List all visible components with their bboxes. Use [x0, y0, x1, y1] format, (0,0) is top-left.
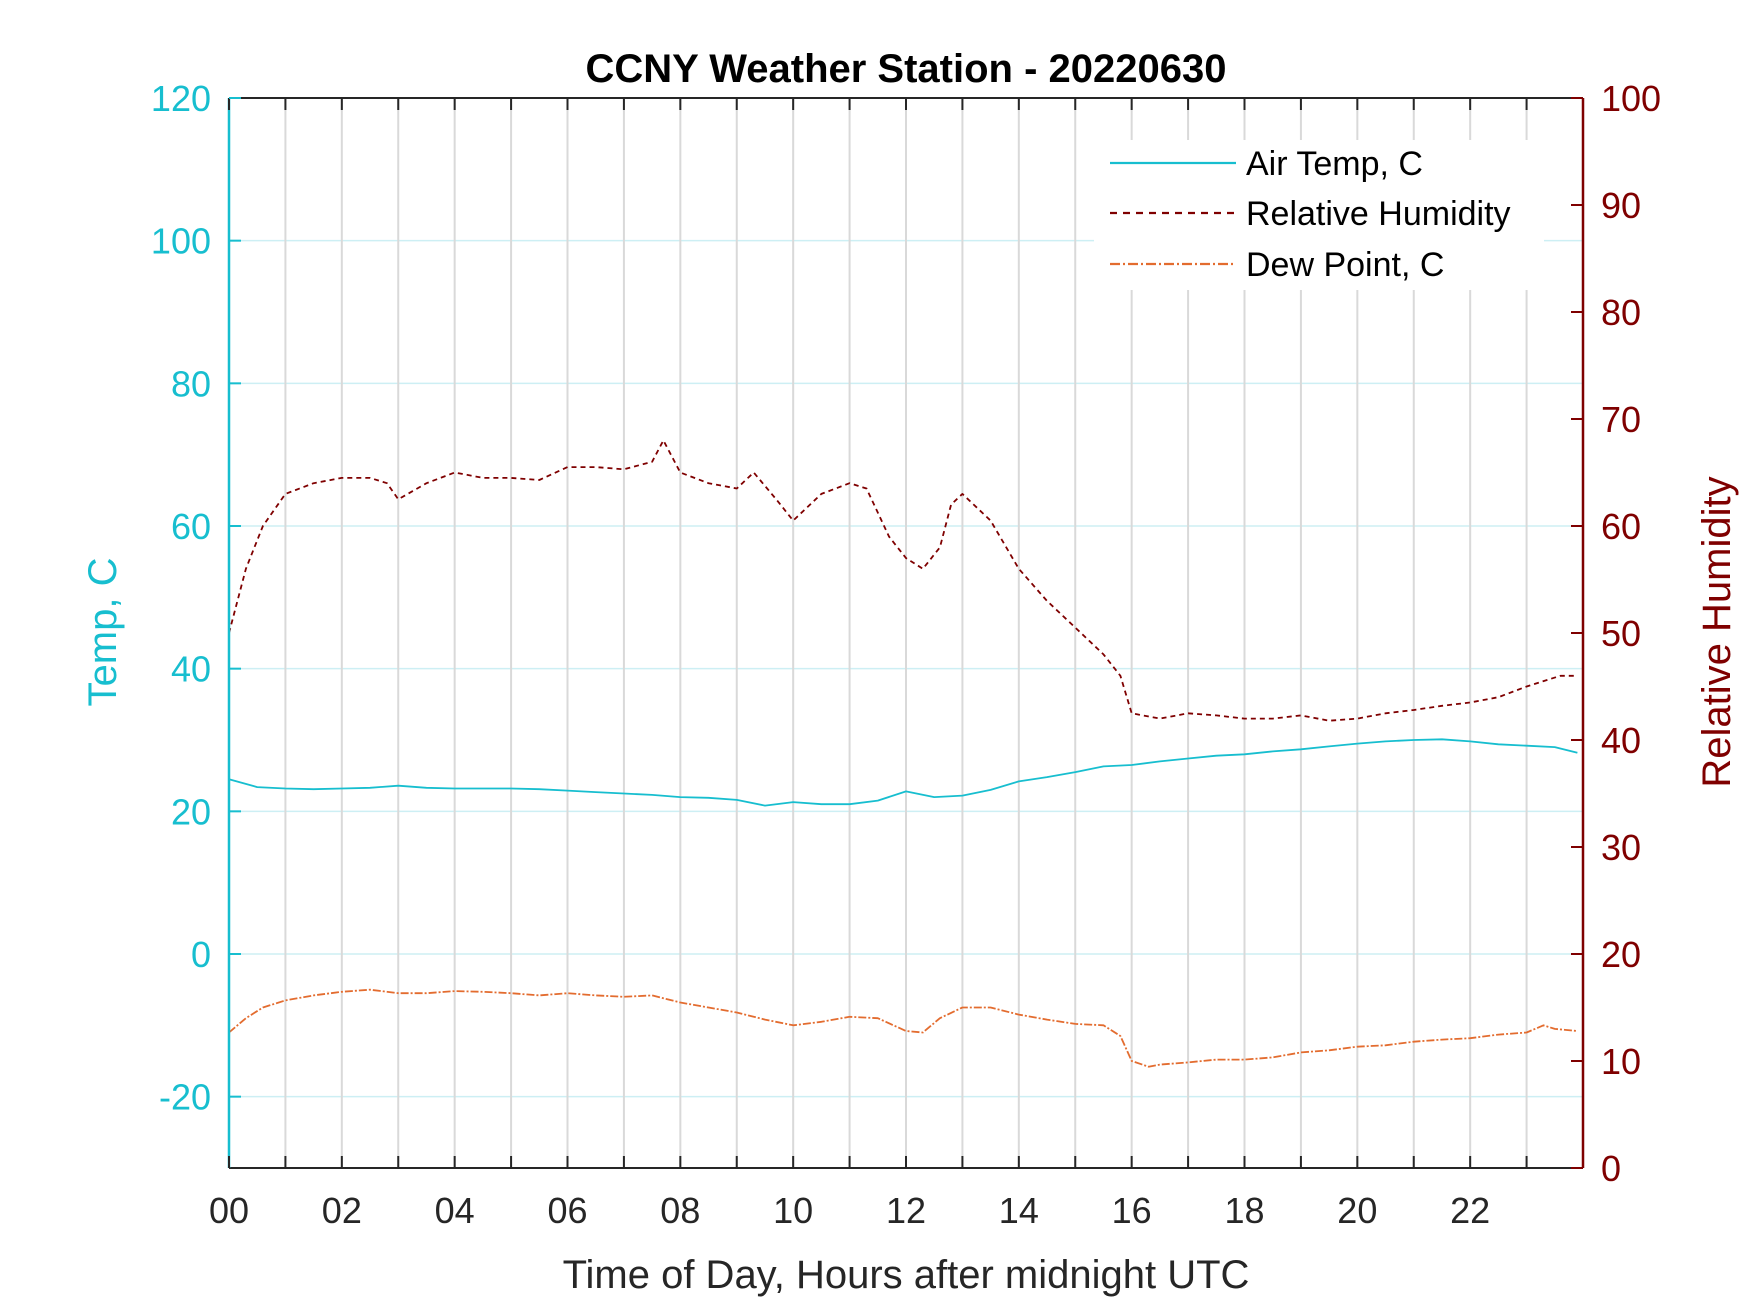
legend-label-dew-point: Dew Point, C: [1246, 246, 1444, 284]
x-tick-label-11: 22: [1450, 1190, 1490, 1231]
chart-title: CCNY Weather Station - 20220630: [586, 47, 1227, 91]
y-left-tick-label-1: 0: [191, 934, 211, 975]
y-axis-left-label: Temp, C: [81, 558, 125, 707]
y-left-tick-label-3: 40: [171, 649, 211, 690]
series-lines: [228, 439, 1578, 1068]
x-tick-label-10: 20: [1337, 1190, 1377, 1231]
grid: [229, 97, 1583, 1168]
y-right-tick-label-3: 30: [1601, 827, 1641, 868]
y-left-tick-label-2: 20: [171, 791, 211, 832]
legend-label-air-temp: Air Temp, C: [1246, 145, 1423, 183]
y-left-tick-label-0: -20: [159, 1077, 211, 1118]
y-right-tick-label-8: 80: [1601, 292, 1641, 333]
x-axis-label: Time of Day, Hours after midnight UTC: [563, 1253, 1250, 1297]
y-left-tick-label-7: 120: [151, 78, 211, 119]
legend: Air Temp, C Relative Humidity Dew Point,…: [1094, 140, 1544, 290]
x-tick-label-0: 00: [209, 1190, 249, 1231]
x-tick-label-2: 04: [435, 1190, 475, 1231]
series-line-1: [228, 439, 1578, 722]
axes: 00 02 04 06 08 10 12 14 16 18 20 22-200204060801001…: [151, 78, 1661, 1231]
y-right-tick-label-6: 60: [1601, 506, 1641, 547]
y-left-tick-label-6: 100: [151, 221, 211, 262]
y-left-tick-label-4: 60: [171, 506, 211, 547]
x-tick-label-4: 08: [660, 1190, 700, 1231]
x-tick-label-1: 02: [322, 1190, 362, 1231]
y-axis-right-label: Relative Humidity: [1695, 476, 1739, 787]
y-right-tick-label-1: 10: [1601, 1041, 1641, 1082]
y-left-tick-label-5: 80: [171, 363, 211, 404]
y-right-tick-label-9: 90: [1601, 185, 1641, 226]
y-right-tick-label-5: 50: [1601, 613, 1641, 654]
y-right-tick-label-7: 70: [1601, 399, 1641, 440]
series-line-0: [228, 738, 1578, 807]
x-tick-label-6: 12: [886, 1190, 926, 1231]
x-tick-label-9: 18: [1224, 1190, 1264, 1231]
y-right-tick-label-0: 0: [1601, 1148, 1621, 1189]
x-tick-label-3: 06: [547, 1190, 587, 1231]
y-right-tick-label-2: 20: [1601, 934, 1641, 975]
x-tick-label-8: 16: [1112, 1190, 1152, 1231]
legend-label-relative-humidity: Relative Humidity: [1246, 195, 1511, 233]
x-tick-label-7: 14: [999, 1190, 1039, 1231]
y-right-tick-label-10: 100: [1601, 78, 1661, 119]
series-line-2: [228, 988, 1578, 1068]
y-right-tick-label-4: 40: [1601, 720, 1641, 761]
x-tick-label-5: 10: [773, 1190, 813, 1231]
